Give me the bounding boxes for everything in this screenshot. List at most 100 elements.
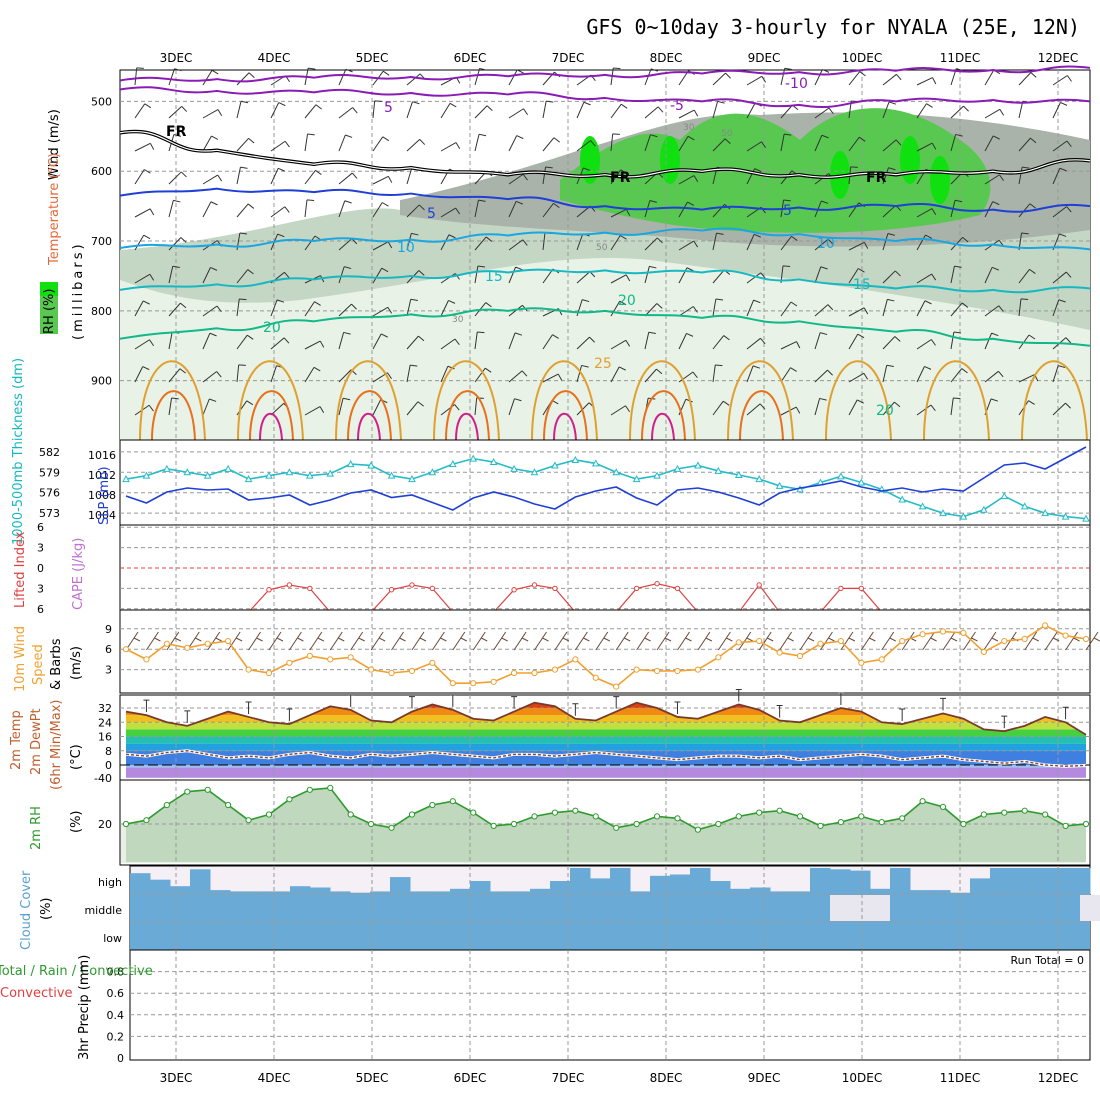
isotherm-30-loop <box>641 390 686 441</box>
upper-wind-barb <box>338 266 352 284</box>
rh-ticks: 20 <box>98 818 112 831</box>
thickness-point <box>224 464 232 472</box>
upper-wind-barb <box>406 335 425 350</box>
wind-tick: 3 <box>105 664 112 677</box>
upper-wind-barb <box>780 301 798 317</box>
lifted-index-point <box>838 585 844 592</box>
upper-wind-barb <box>304 406 325 416</box>
temp-band <box>126 767 1086 778</box>
lifted-index-grid <box>120 525 1090 610</box>
rh-2m-point <box>674 815 681 822</box>
lifted-index-tick: 0 <box>37 562 44 575</box>
cloud-high-bar <box>690 868 711 894</box>
rh-legend-swatch-top <box>40 282 58 296</box>
upper-wind-barb <box>372 241 393 251</box>
minmax-bar <box>408 696 415 709</box>
lifted-index-point <box>858 585 865 592</box>
upper-wind-barb <box>950 105 969 119</box>
upper-wind-barb <box>372 306 393 317</box>
cloud-high-bar <box>670 874 691 894</box>
cloud-mid-gap <box>1080 895 1100 921</box>
temp-label: 2m Temp <box>9 710 24 770</box>
upper-wind-barb <box>984 266 999 284</box>
minmax-bar <box>1001 715 1008 729</box>
upper-wind-barb <box>1052 140 1072 152</box>
upper-wind-barb <box>440 207 461 218</box>
wind-tick: 6 <box>105 643 112 656</box>
wind-label-left: 10m Wind <box>13 626 28 692</box>
wind-speed-word: Speed <box>31 644 46 685</box>
rh-2m-point <box>653 813 661 820</box>
upper-wind-barb <box>304 169 322 185</box>
wind-speed-point <box>756 637 763 645</box>
rh-label-30b: 30 <box>683 123 695 133</box>
pressure-ticks: 500 600 700 800 900 <box>91 95 112 387</box>
upper-wind-barb <box>338 303 357 317</box>
wind-10m-barb <box>411 631 427 651</box>
lifted-index-panel: 6 3 0 3 6 Lifted Index CAPE (J/kg) <box>13 521 1091 616</box>
wind-10m-barb <box>288 631 304 651</box>
wind-10m-barb <box>329 631 345 651</box>
upper-wind-barb <box>304 301 321 317</box>
upper-wind-barb <box>338 134 353 152</box>
precip-convective-label: Convective <box>0 986 73 1001</box>
thickness-point <box>1082 514 1090 522</box>
isotherm-30-loop <box>543 390 588 441</box>
upper-wind-barb <box>1052 365 1066 383</box>
wind-speed-point <box>286 659 293 666</box>
upper-wind-barb <box>236 72 255 86</box>
minmax-bar <box>776 705 783 718</box>
lifted-index-point <box>429 585 436 592</box>
wind-10m-barb <box>636 631 651 651</box>
temp-2m-line <box>125 701 1087 736</box>
wind-speed-point <box>163 640 170 647</box>
date-label-bottom: 8DEC <box>650 1071 683 1085</box>
cloud-high-bar <box>910 890 931 894</box>
rh-2m-point <box>613 824 620 831</box>
upper-wind-barb <box>202 371 222 383</box>
upper-wind-barb <box>338 200 352 218</box>
thickness-tick: 573 <box>39 507 60 520</box>
upper-wind-barb <box>440 338 460 350</box>
run-total: Run Total = 0 <box>1011 954 1085 967</box>
rh-band-bright <box>580 136 600 184</box>
millibars-label: (millibars) <box>71 241 86 340</box>
wind-speed-point <box>878 656 885 663</box>
upper-wind-barb <box>168 106 188 119</box>
thickness-slp-panel: 573 576 579 582 1004 1008 1012 1016 1000-500mb … <box>11 358 1091 545</box>
wind-speed-point <box>143 656 150 663</box>
upper-wind-barb <box>542 166 553 185</box>
wind-frame <box>119 609 1091 694</box>
contour-label-5b: 5 <box>783 203 792 219</box>
cloud-middle-label: middle <box>84 904 122 917</box>
upper-wind-barb <box>440 234 456 251</box>
wind-10m-barb <box>166 631 182 651</box>
rh-2m-point <box>858 813 865 820</box>
wind-speed-point <box>204 640 211 647</box>
upper-wind-barb <box>746 403 766 416</box>
rh-2m-point <box>694 826 702 833</box>
temp-tick: -40 <box>94 772 112 785</box>
rh-2m-point <box>204 786 211 793</box>
isotherm-line <box>119 307 1091 347</box>
rh-2m-point <box>572 807 579 814</box>
contour-label-10b: 10 <box>817 236 835 252</box>
date-label-bottom: 12DEC <box>1038 1071 1078 1085</box>
wind-10m-barb <box>615 631 631 651</box>
contour-label-freezing-1: FR <box>166 124 187 140</box>
upper-wind-barb <box>712 232 724 251</box>
upper-wind-barb <box>168 237 187 251</box>
upper-wind-barb <box>610 103 628 119</box>
wind-speed-line <box>125 624 1087 688</box>
upper-wind-barb <box>984 332 999 350</box>
lifted-index-point <box>409 582 415 588</box>
rh-band-bright <box>900 136 920 184</box>
isotherm-35-loop <box>357 412 381 441</box>
contour-label-minus10: -10 <box>785 76 808 92</box>
cloud-high-bar <box>150 879 171 894</box>
cloud-high-bar <box>330 891 351 894</box>
upper-wind-barb <box>780 406 801 416</box>
thickness-point <box>673 464 682 472</box>
upper-wind-barb <box>1018 298 1029 317</box>
